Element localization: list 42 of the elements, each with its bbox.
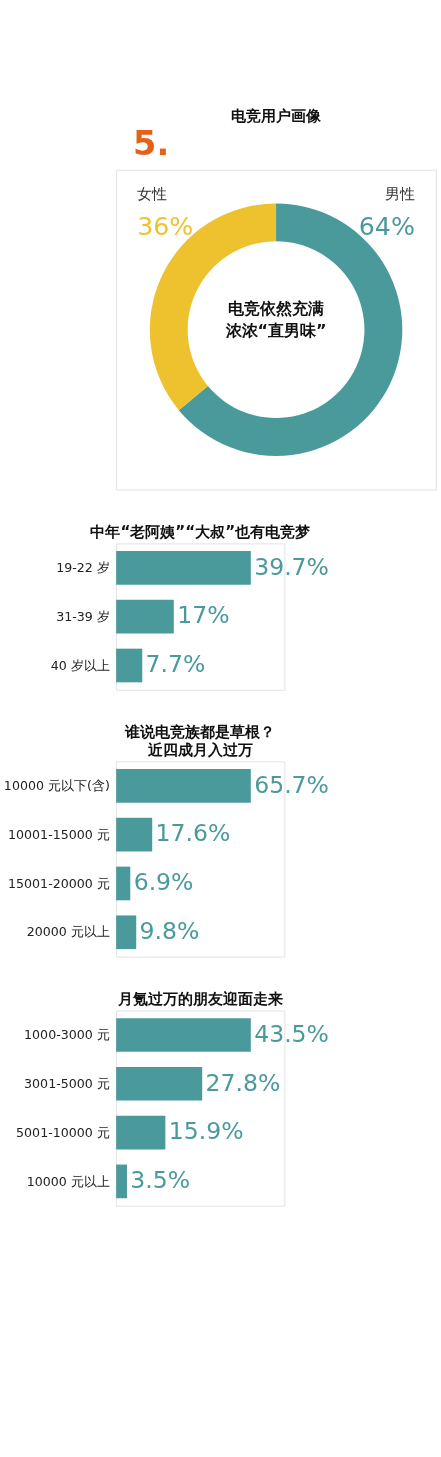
y-tick-label: 10001-15000 元 — [8, 826, 110, 842]
y-tick-label: 10000 元以下(含) — [3, 778, 110, 794]
text: 电竞依然充满 — [228, 298, 325, 318]
data-label: 27.8% — [205, 1068, 281, 1097]
text: 浓浓“直男味” — [224, 320, 327, 340]
data-label: 3.5% — [130, 1166, 191, 1195]
chart-title: 中年“老阿姨”“大叔”也有电竞梦 — [90, 522, 312, 541]
data-label: 65.7% — [254, 770, 329, 799]
bar — [116, 1115, 166, 1150]
y-tick-label: 1000-3000 元 — [24, 1027, 110, 1043]
y-tick-label: 15001-20000 元 — [8, 875, 110, 891]
data-label: 36% — [137, 211, 194, 241]
data-label: 9.8% — [139, 917, 200, 946]
y-tick-label: 31-39 岁 — [56, 608, 110, 624]
data-label: 6.9% — [133, 868, 194, 897]
y-tick-label: 10000 元以上 — [26, 1173, 110, 1189]
data-label: 17% — [177, 601, 230, 630]
slice-label: 女性 — [137, 185, 168, 204]
y-tick-label: 5001-10000 元 — [16, 1124, 110, 1140]
data-label: 17.6% — [155, 819, 231, 848]
chart-title: 谁说电竞族都是草根？ — [124, 723, 276, 742]
bar — [116, 915, 137, 950]
y-tick-label: 3001-5000 元 — [24, 1075, 110, 1091]
bar — [116, 769, 251, 803]
y-tick-label: 40 岁以上 — [50, 657, 110, 673]
bar — [116, 1164, 127, 1199]
data-label: 43.5% — [254, 1019, 329, 1048]
text: 5. — [132, 123, 170, 163]
bar — [116, 866, 131, 901]
chart-title: 月氪过万的朋友迎面走来 — [116, 989, 283, 1008]
data-label: 7.7% — [145, 650, 206, 679]
bar — [116, 1018, 251, 1052]
y-tick-label: 20000 元以上 — [26, 924, 110, 940]
bar — [116, 1066, 203, 1101]
data-label: 64% — [358, 211, 415, 241]
data-label: 15.9% — [168, 1117, 244, 1146]
chart-title: 电竞用户画像 — [231, 106, 323, 125]
bar — [116, 817, 153, 852]
slice-label: 男性 — [384, 185, 415, 204]
y-tick-label: 19-22 岁 — [56, 560, 110, 576]
chart-subtitle: 近四成月入过万 — [146, 740, 253, 759]
data-label: 39.7% — [254, 552, 329, 581]
